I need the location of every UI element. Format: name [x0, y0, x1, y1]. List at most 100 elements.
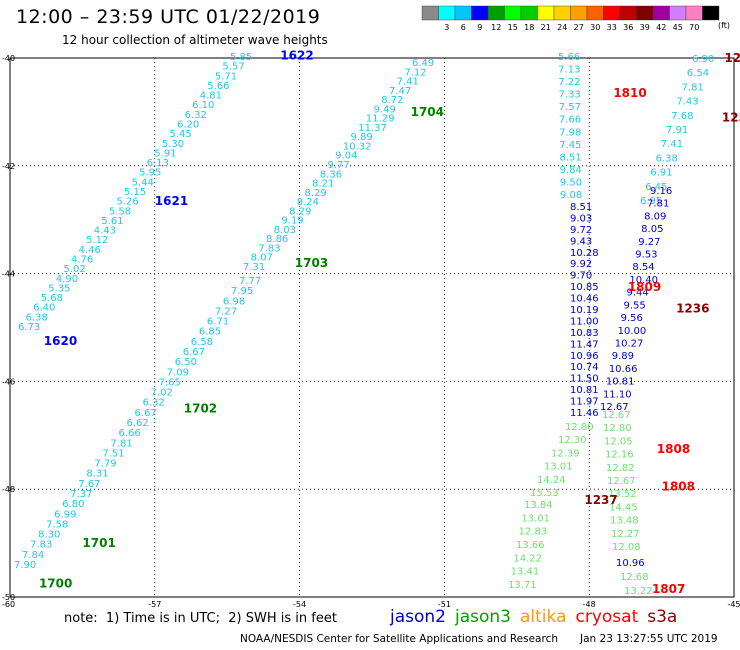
swh-value: 12.08	[612, 542, 641, 553]
swh-value: 6.67	[135, 408, 157, 419]
swh-value: 7.45	[559, 140, 581, 151]
swh-value: 4.81	[200, 91, 222, 102]
swh-value: 6.90	[692, 54, 714, 65]
lon-tick-label: -48	[583, 600, 596, 609]
swh-value: 5.02	[63, 264, 85, 275]
swh-value: 9.27	[638, 237, 660, 248]
track-id-label: 1236	[676, 302, 709, 316]
colorbar-bin	[669, 5, 687, 21]
swh-value: 4.46	[79, 245, 101, 256]
swh-value: 6.38	[26, 312, 48, 323]
swh-value: 7.84	[22, 550, 44, 561]
timestamp: Jan 23 13:27:55 UTC 2019	[580, 633, 718, 645]
swh-value: 6.71	[207, 317, 229, 328]
swh-value: 12.30	[558, 435, 587, 446]
colorbar-bin	[537, 5, 555, 21]
swh-value: 13.01	[544, 462, 573, 473]
colorbar-bin	[454, 5, 472, 21]
swh-value: 13.22	[624, 586, 653, 597]
swh-value: 11.97	[570, 397, 599, 408]
swh-value: 7.65	[159, 377, 181, 388]
swh-value: 10.40	[629, 275, 658, 286]
colorbar-label: 45	[673, 23, 683, 32]
colorbar-bin	[652, 5, 670, 21]
swh-value: 8.24	[297, 197, 319, 208]
swh-value: 6.20	[177, 120, 199, 131]
swh-value: 6.50	[175, 357, 197, 368]
swh-value: 7.37	[70, 489, 92, 500]
satellite-legend: jason2 jason3 altika cryosat s3a	[390, 607, 686, 627]
swh-value: 9.77	[328, 160, 350, 171]
swh-value: 9.89	[351, 132, 373, 143]
swh-value: 8.51	[559, 152, 581, 163]
swh-value: 7.81	[682, 82, 704, 93]
lon-tick-label: -57	[148, 600, 161, 609]
swh-value: 9.16	[650, 186, 672, 197]
colorbar-bin	[619, 5, 637, 21]
track-id-label: 1621	[155, 194, 188, 208]
swh-value: 6.62	[127, 418, 149, 429]
colorbar-label: 30	[590, 23, 600, 32]
swh-value: 8.72	[381, 95, 403, 106]
swh-value: 7.83	[258, 243, 280, 254]
swh-value: 12.67	[602, 410, 631, 421]
satellite-legend-altika: altika	[520, 607, 567, 627]
swh-value: 7.41	[397, 77, 419, 88]
swh-value: 6.67	[183, 347, 205, 358]
lon-tick-label: -45	[727, 600, 740, 609]
swh-value: 12.16	[605, 450, 634, 461]
swh-value: 6.91	[650, 168, 672, 179]
swh-value: 7.81	[647, 199, 669, 210]
swh-value: 7.41	[661, 139, 683, 150]
swh-value: 12.27	[611, 529, 640, 540]
swh-value: 10.46	[570, 294, 599, 305]
swh-value: 10.19	[570, 305, 599, 316]
colorbar-bin	[636, 5, 654, 21]
swh-value: 6.85	[199, 327, 221, 338]
track-id-label: 1807	[652, 582, 685, 596]
swh-value: 8.05	[641, 224, 663, 235]
colorbar-label: 6	[461, 23, 466, 32]
lat-tick-label: -50	[2, 593, 15, 602]
colorbar-bin	[421, 5, 439, 21]
swh-value: 13.41	[511, 567, 540, 578]
swh-value: 7.81	[110, 438, 132, 449]
swh-value: 7.66	[559, 115, 581, 126]
swh-value: 11.46	[570, 408, 599, 419]
swh-value: 7.43	[676, 97, 698, 108]
swh-value: 7.12	[404, 67, 426, 78]
colorbar-label: 24	[557, 23, 567, 32]
swh-value: 11.00	[570, 316, 599, 327]
colorbar-label: 18	[524, 23, 534, 32]
track-id-label: 1620	[44, 334, 77, 348]
swh-value: 9.04	[335, 151, 357, 162]
colorbar-label: 36	[623, 23, 633, 32]
swh-value: 12.39	[551, 448, 580, 459]
swh-value: 6.45	[645, 182, 667, 193]
swh-value: 13.71	[508, 580, 537, 591]
swh-value: 5.61	[101, 216, 123, 227]
swh-value: 7.09	[167, 367, 189, 378]
swh-value: 9.72	[570, 225, 592, 236]
swh-value: 7.91	[666, 125, 688, 136]
swh-value: 10.85	[570, 282, 599, 293]
swh-value: 4.76	[71, 255, 93, 266]
track-id-label: 1701	[82, 536, 115, 550]
swh-value: 8.21	[312, 179, 334, 190]
swh-value: 10.27	[615, 338, 644, 349]
swh-value: 10.00	[618, 326, 647, 337]
swh-value: 12.83	[519, 527, 548, 538]
swh-value: 11.10	[603, 389, 632, 400]
swh-value: 6.66	[118, 428, 140, 439]
track-id-label: 1809	[628, 280, 661, 294]
colorbar-bin	[438, 5, 456, 21]
swh-value: 8.29	[304, 188, 326, 199]
lat-tick-label: -48	[2, 485, 15, 494]
swh-value: 9.89	[612, 351, 634, 362]
colorbar-label: 15	[508, 23, 518, 32]
swh-value: 5.26	[116, 197, 138, 208]
swh-value: 8.31	[86, 469, 108, 480]
swh-value: 9.43	[570, 236, 592, 247]
swh-value: 5.12	[86, 235, 108, 246]
